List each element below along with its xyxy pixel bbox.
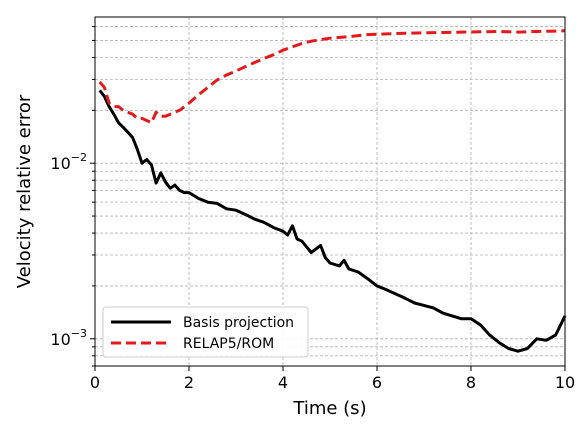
legend-label: RELAP5/ROM: [183, 336, 274, 352]
y-tick-label: 10−3: [50, 327, 87, 349]
plot-frame: [94, 16, 566, 367]
x-tick-label: 4: [278, 373, 288, 392]
axis-ticks: 0 2 4 6 8 10 10−3 10−2: [50, 26, 575, 392]
series-line-basis-projection: [98, 89, 567, 353]
grid: [94, 17, 566, 367]
y-axis-label: Velocity relative error: [14, 94, 35, 288]
y-tick-label: 10−2: [50, 151, 87, 173]
legend: Basis projection RELAP5/ROM: [102, 306, 309, 358]
legend-label: Basis projection: [183, 315, 294, 331]
x-tick-label: 8: [466, 373, 476, 392]
x-tick-label: 2: [184, 373, 194, 392]
legend-box: [102, 306, 309, 358]
x-tick-label: 0: [90, 373, 100, 392]
x-tick-label: 6: [372, 373, 382, 392]
series-line-relap5-rom: [98, 29, 566, 125]
x-axis-label: Time (s): [292, 398, 366, 419]
x-tick-label: 10: [555, 373, 575, 392]
series-layer: [98, 29, 567, 353]
